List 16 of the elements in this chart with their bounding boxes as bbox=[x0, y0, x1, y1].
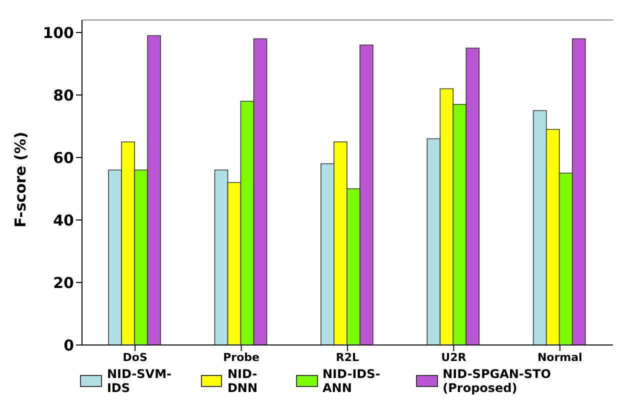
y-tick-label: 80 bbox=[53, 86, 74, 104]
y-tick-label: 20 bbox=[53, 274, 74, 292]
legend-label: NID-DNN bbox=[227, 367, 258, 395]
y-tick-label: 40 bbox=[53, 211, 74, 230]
x-tick-label: U2R bbox=[441, 350, 467, 364]
y-tick-label: 60 bbox=[53, 148, 74, 167]
x-tick-label: R2L bbox=[336, 350, 360, 364]
legend-label: NID-SPGAN-STO (Proposed) bbox=[442, 367, 552, 395]
x-tick-label: Normal bbox=[537, 350, 582, 364]
y-tick-label: 100 bbox=[42, 24, 74, 42]
y-tick-label: 0 bbox=[64, 336, 74, 354]
legend-label: NID-IDS-ANN bbox=[322, 367, 382, 395]
y-axis-title: F-score (%) bbox=[11, 132, 30, 228]
legend-label: NID-SVM-IDS bbox=[106, 367, 172, 395]
x-tick-label: Probe bbox=[223, 350, 260, 364]
x-tick-label: DoS bbox=[122, 350, 148, 364]
